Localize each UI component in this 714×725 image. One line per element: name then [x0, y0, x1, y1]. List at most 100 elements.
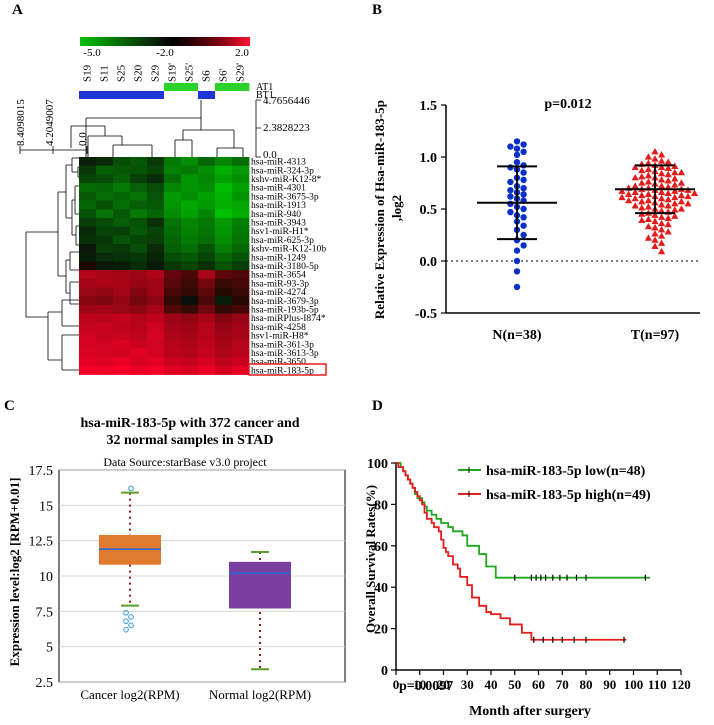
b-point: [507, 164, 514, 171]
heatmap-cell: [181, 209, 199, 219]
heatmap-cell: [232, 244, 250, 254]
scale-tick-label: 2.0: [235, 47, 249, 59]
heatmap-cell: [198, 235, 216, 245]
c-y-tick-label: 7.5: [36, 605, 54, 620]
heatmap-cell: [164, 157, 182, 167]
b-point: [671, 175, 679, 182]
b-point: [664, 170, 672, 178]
heatmap-cell: [96, 357, 114, 367]
heatmap-cell: [181, 252, 199, 262]
c-y-tick-label: 2.5: [36, 676, 54, 691]
b-point: [684, 200, 692, 207]
b-point: [658, 226, 666, 233]
b-y-tick-label: -0.5: [415, 307, 437, 322]
heatmap-cell: [232, 365, 250, 375]
heatmap-cell: [198, 313, 216, 323]
row-dendrogram: [25, 157, 80, 371]
panel-d-letter: D: [372, 398, 383, 414]
heatmap-cell: [181, 183, 199, 193]
heatmap-cell: [130, 217, 148, 227]
heatmap-cell: [215, 183, 233, 193]
heatmap-cell: [79, 235, 97, 245]
heatmap-cell: [181, 174, 199, 184]
heatmap-cell: [164, 270, 182, 280]
d-legend-label: hsa-miR-183-5p high(n=49): [486, 488, 651, 503]
track-cell: [79, 83, 97, 91]
heatmap-cell: [198, 157, 216, 167]
heatmap-cell: [79, 174, 97, 184]
track-cell: [147, 83, 165, 91]
panel-a-heatmap: A -5.0 -2.0 2.0 S19 S11 S25 S20 S29 S19' S25' S6 S…: [12, 2, 327, 376]
heatmap-cell: [130, 191, 148, 201]
b-point: [520, 231, 527, 239]
heatmap-cell: [181, 322, 199, 332]
panel-c-letter: C: [4, 398, 15, 414]
heatmap-cell: [198, 200, 216, 210]
b-point: [677, 205, 685, 212]
gene-label: hsa-miR-625-3p: [251, 235, 314, 246]
b-point: [671, 206, 679, 213]
heatmap-cell: [130, 313, 148, 323]
b-point: [520, 148, 527, 155]
heatmap-cell: [215, 165, 233, 175]
heatmap-cell: [113, 157, 131, 167]
heatmap-cell: [181, 191, 199, 201]
b-point: [507, 178, 514, 186]
gene-label: hsa-miR-361-3p: [251, 339, 314, 350]
b-point: [691, 189, 699, 196]
heatmap-cell: [130, 331, 148, 341]
color-scale-bar: [80, 37, 250, 46]
sample-label: S19': [167, 63, 179, 82]
b-point: [618, 193, 626, 201]
b-point: [664, 214, 672, 221]
b-point: [631, 194, 639, 202]
heatmap-cell: [198, 348, 216, 358]
heatmap-cell: [147, 191, 165, 201]
c-y-tick-label: 10: [39, 570, 53, 585]
heatmap-cell: [96, 226, 114, 236]
b-point: [520, 205, 527, 213]
heatmap-cell: [96, 235, 114, 245]
track-cell: [198, 83, 216, 91]
heatmap-cell: [113, 235, 131, 245]
b-axes: -0.5 0.0 0.5 1.0 1.5 N(n=38) T(n=97): [415, 99, 700, 343]
heatmap-cell: [130, 183, 148, 193]
track-cell: [79, 91, 97, 99]
heatmap-cell: [147, 365, 165, 375]
heatmap-cell: [147, 348, 165, 358]
heatmap-cell: [113, 339, 131, 349]
heatmap-cell: [147, 270, 165, 280]
heatmap-cell: [164, 278, 182, 288]
heatmap-cell: [232, 287, 250, 297]
heatmap-cell: [181, 357, 199, 367]
b-point: [644, 165, 652, 173]
panel-d-survival: D 0 20 40 60 80 100 0 10 20 30 40 50 60 70 80 90 100 110 1…: [363, 398, 691, 719]
heatmap-cell: [198, 226, 216, 236]
b-point: [644, 153, 652, 160]
heatmap-cell: [96, 165, 114, 175]
heatmap-cell: [164, 287, 182, 297]
track-cell: [113, 83, 131, 91]
b-point: [631, 188, 639, 195]
col-dendro-axis: [255, 99, 261, 158]
d-x-tick-label: 110: [648, 677, 667, 692]
b-point: [671, 187, 679, 194]
b-point: [513, 257, 521, 265]
heatmap-cell: [181, 348, 199, 358]
c-title-line1: hsa-miR-183-5p with 372 cancer and: [80, 416, 299, 431]
b-point: [507, 208, 514, 216]
c-outlier: [128, 622, 134, 629]
heatmap-cell: [96, 287, 114, 297]
b-point: [677, 197, 685, 205]
b-point: [658, 201, 666, 208]
heatmap-cell: [215, 287, 233, 297]
b-point: [658, 219, 666, 227]
track-cell: [215, 83, 233, 91]
d-y-tick-label: 60: [374, 540, 388, 555]
scale-tick-label: -2.0: [156, 47, 174, 59]
color-scale-ticks: -5.0 -2.0 2.0: [83, 47, 249, 59]
heatmap-cell: [113, 174, 131, 184]
d-x-tick-label: 90: [603, 677, 616, 692]
gene-label: hsa-miR-3654: [251, 270, 306, 281]
heatmap-cell: [215, 157, 233, 167]
